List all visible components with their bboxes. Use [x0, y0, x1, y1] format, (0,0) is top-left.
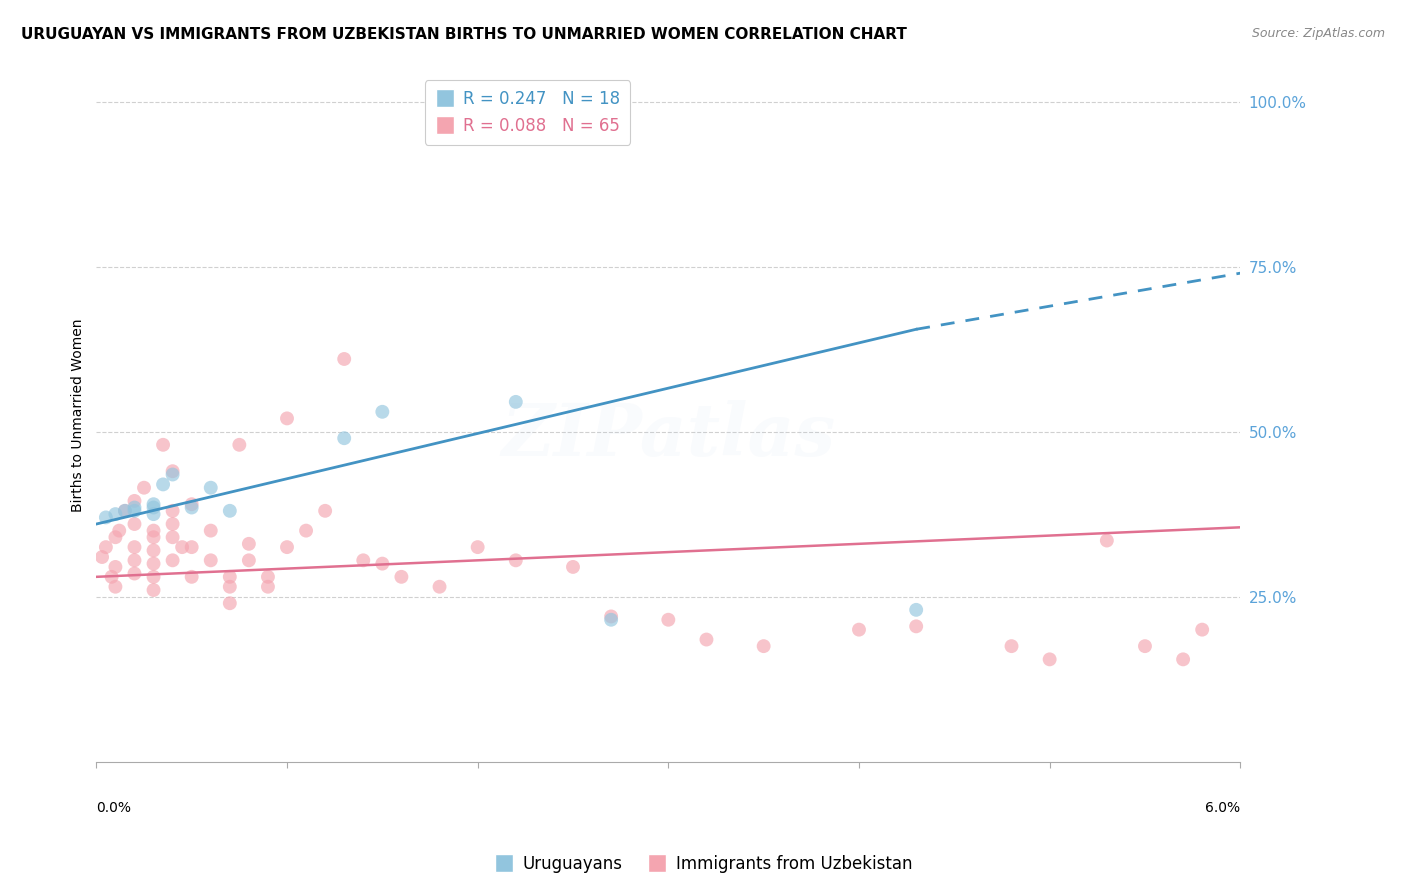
Point: [142, 570, 165, 584]
Point: [200, 481, 222, 495]
Point: [142, 582, 165, 597]
Legend: Uruguayans, Immigrants from Uzbekistan: Uruguayans, Immigrants from Uzbekistan: [488, 848, 918, 880]
Point: [124, 500, 146, 515]
Point: [94, 540, 117, 554]
Point: [695, 632, 717, 647]
Point: [142, 524, 165, 538]
Point: [94, 510, 117, 524]
Point: [228, 438, 250, 452]
Y-axis label: Births to Unmarried Women: Births to Unmarried Women: [72, 318, 86, 512]
Point: [180, 570, 202, 584]
Text: ZIPatlas: ZIPatlas: [502, 401, 835, 471]
Point: [114, 504, 136, 518]
Point: [314, 504, 336, 518]
Text: Source: ZipAtlas.com: Source: ZipAtlas.com: [1251, 27, 1385, 40]
Point: [238, 537, 260, 551]
Point: [124, 516, 146, 531]
Point: [1133, 639, 1156, 653]
Point: [352, 553, 374, 567]
Point: [162, 464, 184, 478]
Point: [124, 566, 146, 581]
Text: URUGUAYAN VS IMMIGRANTS FROM UZBEKISTAN BIRTHS TO UNMARRIED WOMEN CORRELATION CH: URUGUAYAN VS IMMIGRANTS FROM UZBEKISTAN …: [21, 27, 907, 42]
Point: [162, 553, 184, 567]
Point: [124, 494, 146, 508]
Point: [276, 411, 298, 425]
Point: [152, 477, 174, 491]
Point: [257, 570, 280, 584]
Point: [562, 560, 585, 574]
Point: [162, 530, 184, 544]
Point: [218, 580, 240, 594]
Point: [218, 570, 240, 584]
Point: [142, 530, 165, 544]
Point: [600, 609, 623, 624]
Point: [108, 524, 131, 538]
Text: 6.0%: 6.0%: [1205, 800, 1240, 814]
Point: [124, 553, 146, 567]
Point: [505, 395, 527, 409]
Point: [200, 553, 222, 567]
Point: [91, 549, 114, 564]
Point: [152, 438, 174, 452]
Point: [295, 524, 318, 538]
Point: [429, 580, 451, 594]
Point: [132, 481, 155, 495]
Point: [276, 540, 298, 554]
Point: [104, 530, 127, 544]
Point: [1039, 652, 1062, 666]
Point: [142, 557, 165, 571]
Point: [848, 623, 870, 637]
Point: [100, 570, 122, 584]
Point: [162, 467, 184, 482]
Point: [124, 540, 146, 554]
Point: [142, 500, 165, 515]
Text: 0.0%: 0.0%: [97, 800, 131, 814]
Point: [467, 540, 489, 554]
Point: [114, 504, 136, 518]
Point: [371, 557, 394, 571]
Point: [142, 507, 165, 521]
Point: [104, 580, 127, 594]
Point: [389, 570, 412, 584]
Point: [142, 497, 165, 511]
Point: [104, 507, 127, 521]
Point: [180, 497, 202, 511]
Point: [172, 540, 194, 554]
Point: [1095, 533, 1118, 548]
Point: [200, 524, 222, 538]
Point: [1000, 639, 1022, 653]
Point: [124, 504, 146, 518]
Legend: R = 0.247   N = 18, R = 0.088   N = 65: R = 0.247 N = 18, R = 0.088 N = 65: [425, 80, 630, 145]
Point: [657, 613, 679, 627]
Point: [333, 431, 356, 445]
Point: [505, 553, 527, 567]
Point: [752, 639, 775, 653]
Point: [1191, 623, 1213, 637]
Point: [600, 613, 623, 627]
Point: [333, 351, 356, 366]
Point: [104, 560, 127, 574]
Point: [218, 504, 240, 518]
Point: [218, 596, 240, 610]
Point: [180, 500, 202, 515]
Point: [905, 603, 928, 617]
Point: [162, 504, 184, 518]
Point: [162, 516, 184, 531]
Point: [238, 553, 260, 567]
Point: [142, 543, 165, 558]
Point: [371, 405, 394, 419]
Point: [905, 619, 928, 633]
Point: [1171, 652, 1194, 666]
Point: [180, 540, 202, 554]
Point: [257, 580, 280, 594]
